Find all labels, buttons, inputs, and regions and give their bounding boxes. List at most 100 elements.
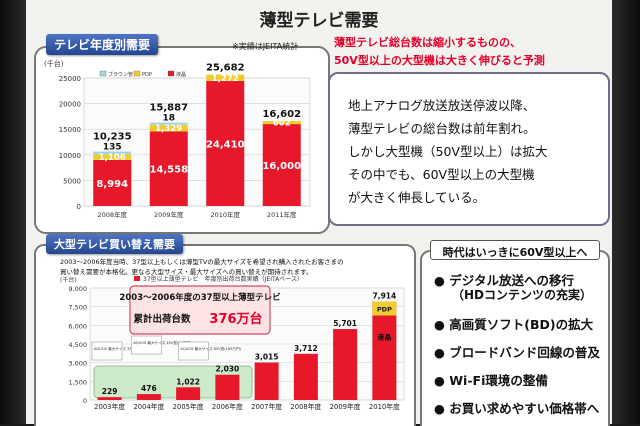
chart1-bar-lcd — [206, 81, 245, 206]
chart2-xtick: 2010年度 — [369, 402, 400, 411]
chart1-bar-pdp — [149, 124, 188, 132]
chart1-label-crt: 18 — [162, 114, 175, 124]
chart2-aquos-note: AQUOS 最大サイズ 45V型(90万円) — [133, 340, 192, 345]
chart2-xtick: 2004年度 — [133, 402, 164, 411]
chart2-pdp-label: PDP — [377, 306, 392, 314]
trend-bullet-1-text: デジタル放送への移行 — [449, 273, 575, 288]
chart1-ytick: 15000 — [59, 126, 81, 134]
chart1-bar-pdp — [206, 74, 245, 82]
chart1-ytick: 25000 — [59, 75, 81, 83]
chart2-highlight-range — [93, 365, 253, 399]
chart1-label-lcd: 14,558 — [149, 165, 188, 176]
message-red-line2: 50V型以上の大型機は大きく伸びると予測 — [334, 54, 545, 67]
chart2-note-1: 2003～2006年度当時、37型以上もしくは薄型TVの最大サイズを希望され購入… — [60, 258, 344, 266]
screen-bezel-right — [612, 0, 640, 424]
message-body: 地上アナログ放送放送停波以降、 薄型テレビの総台数は前年割れ。 しかし大型機（5… — [348, 94, 604, 209]
chart2-bar-label: 3,015 — [255, 352, 279, 361]
chart1-label-total: 16,602 — [262, 109, 301, 120]
presentation-slide: 薄型テレビ需要 テレビ年度別需要 ※実績はJEITA統計 0 5000 10000 1… — [26, 0, 612, 426]
trend-bullet-3-text: ブロードバンド回線の普及 — [449, 345, 600, 360]
chart2-bar-label: 2,030 — [216, 365, 240, 374]
message-line-1: 地上アナログ放送放送停波以降、 — [348, 98, 536, 113]
chart2-aquos-note-box — [91, 341, 123, 361]
chart2-legend-swatch — [134, 276, 140, 281]
chart1-label-pdp: 1,106 — [99, 153, 126, 163]
trend-bullet-3: ● ブロードバンド回線の普及 — [434, 345, 600, 360]
trend-bullet-2-text: 高画質ソフト(BD)の拡大 — [449, 317, 594, 332]
chart2-bar — [215, 374, 240, 400]
chart1-bar-crt — [93, 151, 132, 155]
chart1-legend-label: 液晶 — [176, 71, 186, 78]
chart2-xtick: 2008年度 — [290, 402, 321, 411]
trend-header: 時代はいっきに60V型以上へ — [430, 240, 600, 260]
chart1-bar-pdp — [262, 120, 301, 125]
chart2-bar — [293, 353, 318, 400]
chart1-legend-swatch — [133, 70, 141, 77]
chart1-ytick: 5000 — [63, 177, 81, 185]
chart2-aquos-note: AQUOS 最大サイズ 37V型(30万円) — [94, 346, 153, 351]
message-red: 薄型テレビ総台数は縮小するものの、 50V型以上の大型機は大きく伸びると予測 — [334, 34, 604, 68]
chart1-ytick: 10000 — [59, 152, 81, 160]
chart1-ytick: 20000 — [59, 101, 81, 109]
chart1-xtick: 2009年度 — [154, 210, 184, 219]
chart2-callout-box — [129, 285, 271, 335]
message-line-5: が大きく伸長している。 — [348, 190, 486, 205]
chart2-ytick: 4,500 — [68, 341, 87, 349]
chart2-unit: (千台) — [60, 276, 77, 284]
message-line-3: しかし大型機（50V型以上）は拡大 — [348, 144, 548, 159]
chart2-ytick: 7,500 — [68, 304, 87, 312]
chart2-bar-label: 229 — [102, 387, 118, 396]
trend-bullet-4: ● Wi-Fi環境の整備 — [434, 373, 548, 388]
chart2-bar-label: 3,712 — [294, 344, 318, 353]
message-red-line1: 薄型テレビ総台数は縮小するものの、 — [334, 36, 521, 49]
chart1-bar-lcd — [262, 124, 301, 206]
chart1-bar-pdp — [93, 154, 132, 160]
chart1-svg: 0 5000 10000 15000 20000 25000 (千台) ブラウン管 PDP 液晶 8… — [44, 59, 311, 219]
message-line-4: その中でも、60V型以上の大型機 — [348, 167, 535, 182]
chart2-bar-label: 1,022 — [176, 377, 200, 386]
chart1-label-pdp: 1,272 — [212, 74, 239, 84]
chart1-label-crt: 135 — [103, 143, 122, 153]
chart2-svg: 0 1,500 3,000 4,500 6,000 7,500 9,000(千台) 37型以上… — [60, 275, 405, 411]
chart2-callout-label: 累計出荷台数 — [133, 313, 191, 325]
chart2-xtick: 2006年度 — [212, 402, 243, 411]
screen-bezel-left — [0, 0, 26, 424]
slide-title: 薄型テレビ需要 — [259, 11, 379, 31]
chart1-source: ※実績はJEITA統計 — [232, 42, 299, 51]
chart2-note-2: 買い替え需要が本格化。更なる大型サイズ・最大サイズへの買い替えが期待されます。 — [60, 268, 313, 276]
chart2-bar-pdp-segment — [372, 301, 397, 316]
chart2-note: 2003～2006年度当時、37型以上もしくは薄型TVの最大サイズを希望され購入… — [60, 256, 400, 276]
chart1-xtick: 2008年度 — [97, 210, 127, 219]
chart2-lcd-label: 液晶 — [377, 333, 391, 342]
chart2-bar — [254, 362, 279, 400]
chart1-label-total: 15,887 — [149, 103, 188, 114]
chart2-ytick: 3,000 — [68, 360, 87, 368]
trend-bullet-1-sub: （HDコンテンツの充実） — [452, 288, 593, 302]
chart1-label-total: 25,682 — [206, 63, 245, 74]
trend-bullet-4-text: Wi-Fi環境の整備 — [449, 373, 548, 388]
chart2-bar — [372, 301, 397, 400]
trend-bullet-2: ● 高画質ソフト(BD)の拡大 — [434, 317, 594, 332]
chart1-label-pdp: 1,329 — [155, 124, 182, 134]
chart1-label-total: 10,235 — [93, 132, 132, 143]
message-line-2: 薄型テレビの総台数は前年割れ。 — [348, 121, 536, 136]
chart2-bar-label: 476 — [141, 384, 157, 393]
chart1-label-lcd: 8,994 — [96, 179, 128, 190]
chart2-legend-label: 37型以上薄型テレビ 年度別出荷台数実績（JEITAベース） — [143, 275, 303, 283]
chart1-legend-swatch — [99, 70, 107, 77]
chart2-xtick: 2009年度 — [330, 402, 361, 411]
chart2-ytick: 1,500 — [68, 378, 87, 386]
trend-bullet-5-text: お買い求めやすい価格帯へ — [449, 401, 600, 416]
chart2-xtick: 2007年度 — [251, 402, 282, 411]
chart2-callout-title: 2003～2006年度の37型以上薄型テレビ — [119, 292, 281, 303]
chart1-bar-lcd — [93, 159, 132, 206]
chart2-aquos-note: AQUOS 最大サイズ 65V型(165万円) — [181, 346, 242, 351]
chart1-label-pdp: 602 — [273, 119, 291, 129]
chart2-bar-label: 7,914 — [373, 292, 397, 301]
chart2-header: 大型テレビ買い替え需要 — [46, 234, 183, 254]
chart2-bar-label: 5,701 — [333, 319, 357, 328]
chart2-xtick: 2005年度 — [173, 402, 204, 411]
chart2-bar — [333, 329, 358, 400]
chart2-aquos-note-box — [131, 335, 162, 355]
chart2-xtick: 2003年度 — [94, 402, 125, 411]
